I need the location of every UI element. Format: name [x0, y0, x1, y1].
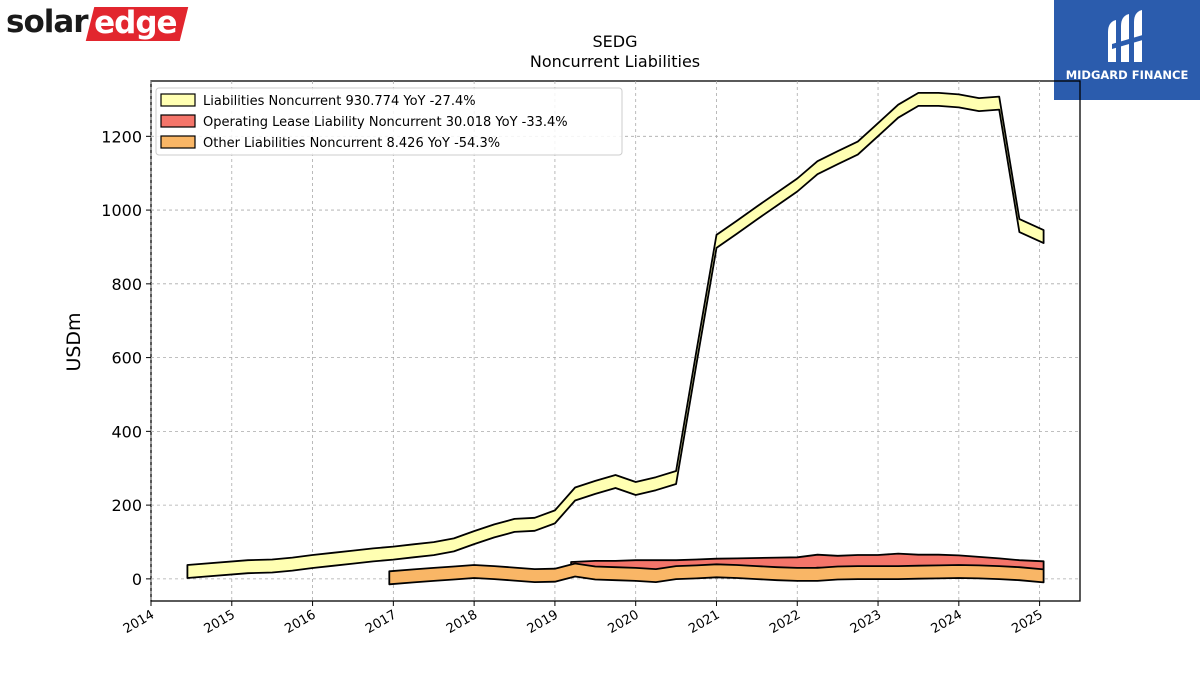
y-tick-label: 600	[111, 349, 142, 368]
x-tick-label: 2017	[363, 607, 399, 637]
legend-swatch-liabilities-noncurrent	[160, 93, 196, 107]
plot-frame	[150, 80, 1081, 602]
y-tick-label: 200	[111, 496, 142, 515]
midgard-finance-logo: MIDGARD FINANCE	[1054, 0, 1200, 100]
solaredge-logo: solar edge	[6, 2, 189, 42]
midgard-finance-text: MIDGARD FINANCE	[1065, 68, 1189, 82]
x-tick-label: 2019	[525, 607, 561, 637]
y-tick-label: 0	[132, 570, 142, 589]
x-tick-label: 2018	[444, 607, 480, 637]
x-tick-label: 2021	[686, 607, 722, 637]
midgard-emblem-icon	[1108, 10, 1146, 62]
y-tick-label: 1200	[101, 127, 142, 146]
y-tick-label: 400	[111, 422, 142, 441]
x-tick-label: 2014	[121, 607, 157, 637]
x-tick-label: 2024	[929, 607, 965, 637]
logo-solar-text: solar	[6, 4, 89, 40]
y-axis-label: USDm	[63, 312, 85, 371]
x-tick-label: 2016	[282, 607, 318, 637]
legend-swatch-other-liabilities	[160, 135, 196, 149]
chart-subtitle: Noncurrent Liabilities	[530, 52, 700, 71]
series-areas	[186, 92, 1045, 586]
legend: Liabilities Noncurrent 930.774 YoY -27.4…	[155, 87, 623, 156]
legend-entry-other-liabilities: Other Liabilities Noncurrent 8.426 YoY -…	[203, 136, 500, 151]
x-tick-label: 2015	[202, 607, 238, 637]
x-tick-label: 2022	[767, 607, 803, 637]
x-tick-label: 2023	[848, 607, 884, 637]
legend-swatch-operating-lease	[160, 114, 196, 128]
grid-lines	[150, 81, 1080, 601]
y-tick-label: 800	[111, 275, 142, 294]
x-tick-label: 2025	[1009, 607, 1045, 637]
series-liabilities-noncurrent	[186, 92, 1045, 579]
legend-entry-liabilities-noncurrent: Liabilities Noncurrent 930.774 YoY -27.4…	[203, 94, 476, 109]
legend-entry-operating-lease: Operating Lease Liability Noncurrent 30.…	[203, 115, 568, 130]
series-other-liabilities	[388, 562, 1045, 586]
y-tick-label: 1000	[101, 201, 142, 220]
chart-title: SEDG	[593, 32, 638, 51]
x-tick-label: 2020	[606, 607, 642, 637]
legend-box	[155, 87, 623, 156]
